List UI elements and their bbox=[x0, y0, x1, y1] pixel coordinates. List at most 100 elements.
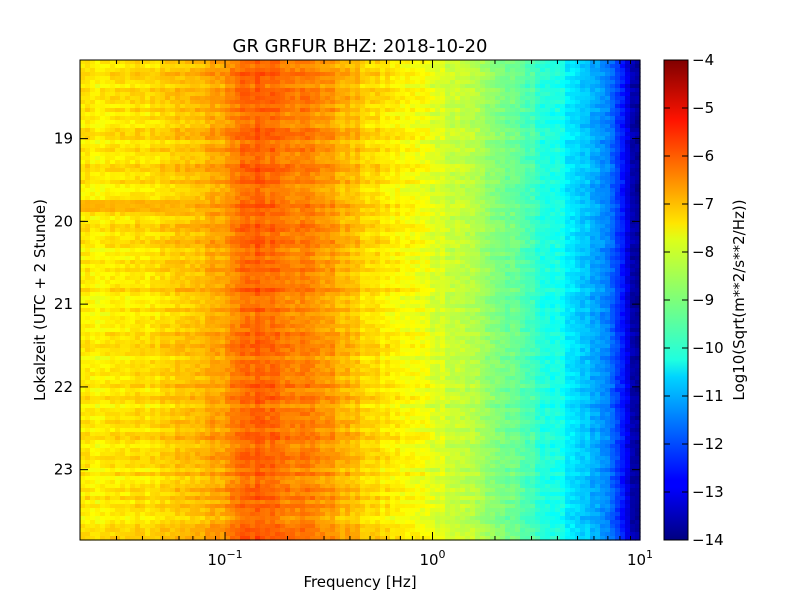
heatmap-cell bbox=[475, 136, 481, 141]
heatmap-cell bbox=[230, 68, 236, 73]
heatmap-cell bbox=[590, 196, 596, 201]
heatmap-cell bbox=[545, 136, 551, 141]
heatmap-cell bbox=[360, 152, 366, 157]
heatmap-cell bbox=[375, 196, 381, 201]
heatmap-cell bbox=[190, 92, 196, 97]
heatmap-cell bbox=[595, 220, 601, 225]
heatmap-cell bbox=[440, 72, 446, 77]
heatmap-cell bbox=[460, 200, 466, 205]
heatmap-cell bbox=[525, 120, 531, 125]
heatmap-cell bbox=[365, 168, 371, 173]
heatmap-cell bbox=[435, 172, 441, 177]
heatmap-cell bbox=[455, 204, 461, 209]
heatmap-cell bbox=[165, 104, 171, 109]
heatmap-cell bbox=[270, 180, 276, 185]
heatmap-cell bbox=[135, 100, 141, 105]
heatmap-cell bbox=[415, 80, 421, 85]
heatmap-cell bbox=[365, 76, 371, 81]
heatmap-cell bbox=[155, 116, 161, 121]
heatmap-cell bbox=[585, 112, 591, 117]
heatmap-cell bbox=[125, 168, 131, 173]
heatmap-cell bbox=[585, 160, 591, 165]
heatmap-cell bbox=[105, 204, 111, 209]
heatmap-cell bbox=[620, 60, 626, 65]
heatmap-cell bbox=[100, 180, 106, 185]
heatmap-cell bbox=[450, 212, 456, 217]
heatmap-cell bbox=[135, 196, 141, 201]
heatmap-cell bbox=[600, 80, 606, 85]
heatmap-cell bbox=[335, 212, 341, 217]
heatmap-cell bbox=[235, 60, 241, 65]
heatmap-cell bbox=[100, 112, 106, 117]
heatmap-cell bbox=[615, 184, 621, 189]
heatmap-cell bbox=[325, 120, 331, 125]
heatmap-cell bbox=[315, 220, 321, 225]
heatmap-cell bbox=[470, 84, 476, 89]
heatmap-cell bbox=[250, 84, 256, 89]
heatmap-cell bbox=[240, 120, 246, 125]
heatmap-cell bbox=[615, 180, 621, 185]
heatmap-cell bbox=[245, 72, 251, 77]
heatmap-cell bbox=[195, 200, 201, 205]
heatmap-cell bbox=[635, 188, 641, 193]
heatmap-cell bbox=[400, 68, 406, 73]
heatmap-cell bbox=[600, 148, 606, 153]
heatmap-cell bbox=[380, 120, 386, 125]
heatmap-cell bbox=[465, 128, 471, 133]
heatmap-cell bbox=[420, 104, 426, 109]
heatmap-cell bbox=[360, 228, 366, 233]
heatmap-cell bbox=[85, 116, 91, 121]
heatmap-cell bbox=[480, 148, 486, 153]
heatmap-cell bbox=[345, 232, 351, 237]
heatmap-cell bbox=[155, 228, 161, 233]
heatmap-cell bbox=[475, 200, 481, 205]
heatmap-cell bbox=[230, 176, 236, 181]
heatmap-cell bbox=[390, 76, 396, 81]
heatmap-cell bbox=[170, 88, 176, 93]
heatmap-cell bbox=[420, 196, 426, 201]
heatmap-cell bbox=[250, 224, 256, 229]
heatmap-cell bbox=[445, 148, 451, 153]
heatmap-cell bbox=[120, 72, 126, 77]
heatmap-cell bbox=[255, 84, 261, 89]
heatmap-cell bbox=[305, 92, 311, 97]
heatmap-cell bbox=[295, 192, 301, 197]
heatmap-cell bbox=[80, 96, 86, 101]
heatmap-cell bbox=[465, 116, 471, 121]
heatmap-cell bbox=[610, 128, 616, 133]
heatmap-cell bbox=[120, 128, 126, 133]
heatmap-cell bbox=[250, 128, 256, 133]
heatmap-cell bbox=[560, 188, 566, 193]
heatmap-cell bbox=[530, 136, 536, 141]
heatmap-cell bbox=[195, 148, 201, 153]
heatmap-cell bbox=[270, 148, 276, 153]
heatmap-cell bbox=[440, 140, 446, 145]
heatmap-cell bbox=[550, 156, 556, 161]
heatmap-cell bbox=[365, 116, 371, 121]
heatmap-cell bbox=[380, 208, 386, 213]
heatmap-cell bbox=[355, 116, 361, 121]
heatmap-cell bbox=[290, 148, 296, 153]
heatmap-cell bbox=[225, 180, 231, 185]
heatmap-cell bbox=[235, 180, 241, 185]
heatmap-cell bbox=[115, 180, 121, 185]
heatmap-cell bbox=[430, 216, 436, 221]
heatmap-cell bbox=[180, 180, 186, 185]
heatmap-cell bbox=[405, 88, 411, 93]
heatmap-cell bbox=[325, 136, 331, 141]
heatmap-cell bbox=[575, 196, 581, 201]
heatmap-cell bbox=[590, 184, 596, 189]
heatmap-cell bbox=[510, 104, 516, 109]
heatmap-cell bbox=[145, 172, 151, 177]
heatmap-cell bbox=[425, 204, 431, 209]
heatmap-cell bbox=[365, 128, 371, 133]
heatmap-cell bbox=[420, 212, 426, 217]
heatmap-cell bbox=[295, 200, 301, 205]
heatmap-cell bbox=[555, 184, 561, 189]
heatmap-cell bbox=[115, 156, 121, 161]
heatmap-cell bbox=[195, 228, 201, 233]
heatmap-cell bbox=[275, 108, 281, 113]
heatmap-cell bbox=[635, 152, 641, 157]
heatmap-cell bbox=[95, 60, 101, 65]
heatmap-cell bbox=[530, 120, 536, 125]
